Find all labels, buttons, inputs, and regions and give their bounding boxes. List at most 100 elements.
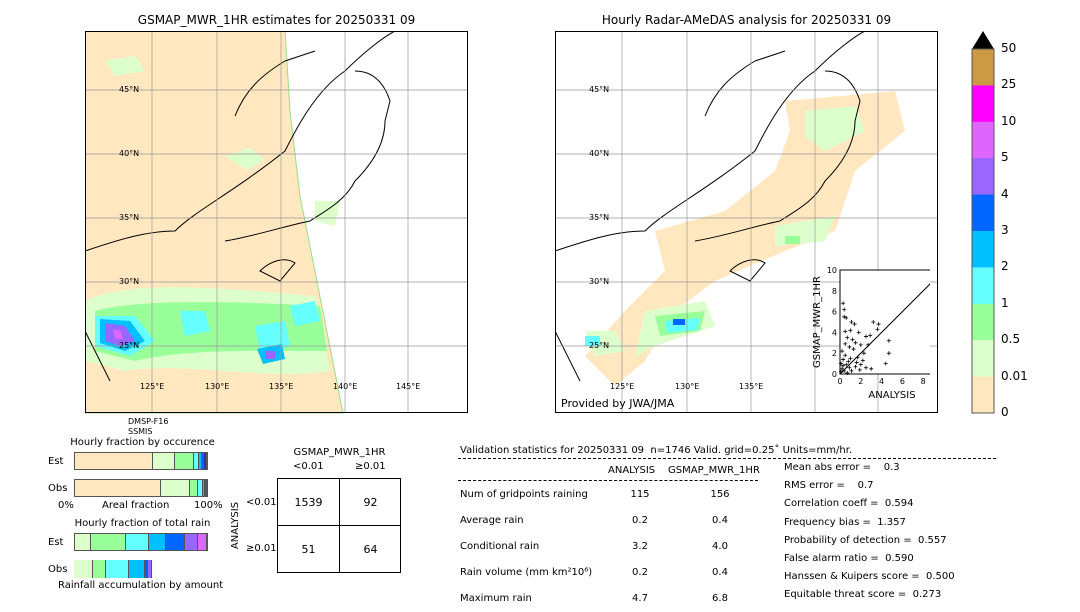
stat-gsmap-value: 0.4 bbox=[712, 567, 728, 578]
bar-segment bbox=[148, 560, 152, 578]
cell-miss: 51 bbox=[301, 543, 316, 556]
occurrence-est-bar bbox=[74, 452, 208, 470]
colorbar-swatch bbox=[972, 267, 994, 305]
scatter-point bbox=[858, 342, 863, 347]
lat-label: 35°N bbox=[119, 213, 140, 222]
row-title: ANALYSIS bbox=[230, 501, 242, 550]
bar-segment bbox=[175, 453, 194, 469]
colorbar-tick: 50 bbox=[1001, 41, 1017, 55]
col-lt: <0.01 bbox=[293, 461, 324, 472]
stat-analysis-value: 0.2 bbox=[632, 567, 648, 578]
scatter-point bbox=[843, 341, 848, 346]
col-ge: ≥0.01 bbox=[355, 461, 386, 472]
scatter-xlabel: ANALYSIS bbox=[868, 390, 915, 401]
scatter-point bbox=[850, 337, 855, 342]
rain-obs-label: Obs bbox=[48, 564, 68, 575]
data-credit: Provided by JWA/JMA bbox=[561, 397, 675, 410]
scatter-point bbox=[845, 370, 850, 375]
lat-label: 45°N bbox=[589, 85, 610, 94]
bar-segment bbox=[75, 453, 153, 469]
occurrence-title: Hourly fraction by occurence bbox=[70, 437, 215, 448]
rain-est-label: Est bbox=[48, 537, 64, 548]
scatter-point bbox=[842, 368, 847, 373]
scatter-point bbox=[839, 361, 844, 366]
lon-label: 125°E bbox=[610, 382, 635, 391]
colorbar-tick: 10 bbox=[1001, 113, 1017, 128]
scatter-ylabel: GSMAP_MWR_1HR bbox=[812, 276, 823, 368]
lon-label: 125°E bbox=[140, 382, 165, 391]
bar-segment bbox=[166, 534, 185, 550]
scatter-inset: 00224466881010ANALYSISGSMAP_MWR_1HR bbox=[812, 266, 930, 401]
score-line: Equitable threat score = 0.273 bbox=[784, 589, 942, 601]
scatter-point bbox=[853, 340, 858, 345]
x-tick-label: 6 bbox=[900, 377, 905, 386]
colorbar-swatch bbox=[972, 49, 994, 86]
x-tick-label: 8 bbox=[921, 377, 926, 386]
colorbar-tick: 25 bbox=[1001, 77, 1017, 92]
scatter-point bbox=[857, 367, 862, 372]
occ-xlabel: Areal fraction bbox=[102, 500, 170, 511]
scatter-point bbox=[840, 366, 845, 371]
colorbar-swatch bbox=[972, 231, 994, 268]
colorbar-swatch bbox=[972, 376, 994, 414]
y-tick-label: 2 bbox=[832, 349, 837, 358]
colorbar-swatch bbox=[972, 194, 994, 232]
scatter-point bbox=[849, 320, 854, 324]
lon-label: 140°E bbox=[333, 382, 358, 391]
x-tick-label: 2 bbox=[858, 377, 863, 386]
bar-segment bbox=[106, 560, 129, 578]
scatter-point bbox=[847, 365, 852, 370]
score-line: Correlation coeff = 0.594 bbox=[784, 498, 914, 510]
colorbar bbox=[971, 31, 995, 414]
score-line: Probability of detection = 0.557 bbox=[784, 534, 947, 546]
total-rain-title: Hourly fraction of total rain bbox=[74, 518, 211, 529]
scatter-point bbox=[854, 360, 859, 365]
colorbar-tick: 0.01 bbox=[1001, 368, 1028, 383]
colorbar-swatch bbox=[972, 340, 994, 378]
scatter-point bbox=[868, 333, 873, 338]
score-line: RMS error = 0.7 bbox=[784, 480, 874, 492]
bar-segment bbox=[90, 534, 127, 550]
scatter-point bbox=[848, 356, 853, 361]
scatter-point bbox=[886, 351, 891, 356]
lon-label: 135°E bbox=[739, 382, 764, 391]
lon-label: 130°E bbox=[205, 382, 230, 391]
stats-col-analysis: ANALYSIS bbox=[608, 465, 656, 476]
scatter-point bbox=[860, 358, 865, 363]
colorbar-tick: 0 bbox=[1001, 405, 1009, 419]
bar-segment bbox=[152, 453, 176, 469]
stat-gsmap-value: 4.0 bbox=[712, 541, 728, 552]
x-tick-label: 4 bbox=[879, 377, 884, 386]
satellite-label: DMSP-F16 SSMIS bbox=[128, 417, 168, 437]
row-lt: <0.01 bbox=[246, 497, 277, 508]
scatter-point bbox=[876, 322, 881, 327]
scatter-point bbox=[840, 349, 845, 354]
stat-gsmap-value: 0.4 bbox=[712, 515, 728, 526]
cell-false-alarm: 92 bbox=[363, 496, 378, 509]
bar-segment bbox=[184, 534, 198, 550]
scatter-point bbox=[839, 369, 844, 374]
scatter-point bbox=[866, 342, 871, 347]
lat-label: 45°N bbox=[119, 85, 140, 94]
occ-est-label: Est bbox=[48, 456, 64, 467]
bar-segment bbox=[203, 480, 205, 496]
bar-segment bbox=[189, 480, 198, 496]
scatter-point bbox=[845, 335, 850, 340]
left-map-title: GSMAP_MWR_1HR estimates for 20250331 09 bbox=[137, 13, 416, 27]
stat-gsmap-value: 6.8 bbox=[712, 593, 728, 604]
y-tick-label: 4 bbox=[832, 328, 837, 337]
y-tick-label: 8 bbox=[832, 287, 837, 296]
bar-segment bbox=[75, 480, 161, 496]
scatter-point bbox=[843, 353, 848, 358]
score-line: Mean abs error = 0.3 bbox=[784, 462, 900, 473]
scatter-point bbox=[844, 315, 849, 320]
score-line: Frequency bias = 1.357 bbox=[784, 516, 906, 528]
colorbar-tick: 2 bbox=[1001, 259, 1009, 274]
score-line: Hanssen & Kuipers score = 0.500 bbox=[784, 571, 955, 583]
lat-label: 25°N bbox=[589, 341, 610, 350]
scatter-point bbox=[843, 329, 848, 334]
colorbar-extend-arrow bbox=[972, 31, 994, 49]
scatter-point bbox=[841, 363, 846, 368]
scatter-point bbox=[848, 328, 853, 333]
